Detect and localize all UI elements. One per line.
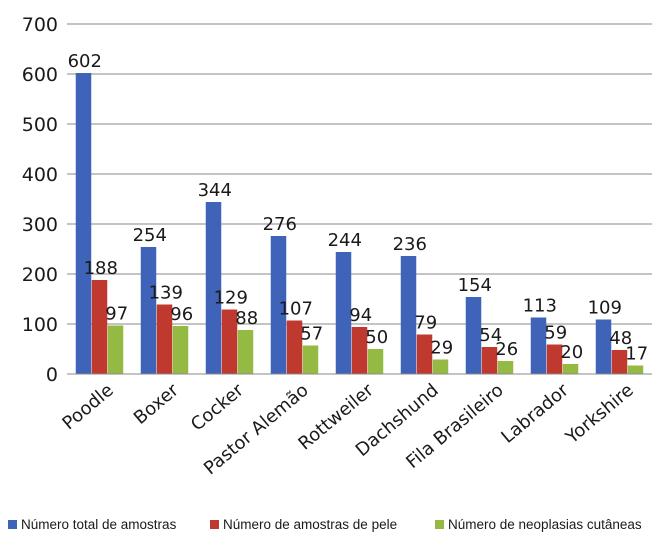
legend-swatch-neoplasias	[435, 520, 444, 529]
bar	[270, 236, 287, 374]
data-label: 96	[170, 304, 193, 325]
data-label: 236	[393, 234, 427, 255]
bars	[75, 73, 644, 374]
data-label: 50	[365, 327, 388, 348]
bar	[156, 304, 173, 374]
bar	[367, 349, 384, 374]
y-tick-labels: 0 100 200 300 400 500 600 700	[22, 14, 58, 386]
data-label: 17	[625, 344, 648, 365]
bar	[562, 364, 579, 374]
bar	[481, 347, 498, 374]
legend-swatch-total	[8, 520, 17, 529]
legend-item-pele: Número de amostras de pele	[210, 517, 397, 532]
y-tick-label: 600	[22, 64, 58, 86]
bar	[627, 365, 644, 374]
bar	[237, 330, 254, 374]
data-label: 129	[214, 288, 248, 309]
data-label: 88	[235, 308, 258, 329]
bar	[286, 320, 303, 374]
category-label: Yorkshire	[561, 380, 638, 449]
legend: Número total de amostras Número de amost…	[0, 514, 652, 537]
legend-item-total: Número total de amostras	[8, 517, 176, 532]
data-label: 20	[560, 342, 583, 363]
bar	[205, 202, 222, 374]
data-label: 244	[328, 230, 362, 251]
bar	[140, 247, 157, 374]
y-tick-label: 500	[22, 114, 58, 136]
y-tick-label: 100	[22, 314, 58, 336]
y-tick-label: 300	[22, 214, 58, 236]
bar	[595, 319, 612, 374]
data-label: 254	[133, 225, 167, 246]
legend-label-total: Número total de amostras	[21, 517, 177, 532]
category-label: Cocker	[187, 379, 248, 435]
data-label: 113	[523, 296, 557, 317]
data-label: 602	[68, 51, 102, 72]
bar	[75, 73, 92, 374]
data-label: 59	[544, 323, 567, 344]
data-label: 154	[458, 275, 492, 296]
legend-swatch-pele	[210, 520, 219, 529]
category-label: Boxer	[130, 379, 183, 428]
y-tick-label: 400	[22, 164, 58, 186]
bar	[302, 345, 319, 374]
bar	[400, 256, 417, 374]
data-label: 48	[609, 328, 632, 349]
data-label: 57	[300, 324, 323, 345]
bar	[465, 297, 482, 374]
bar	[546, 344, 563, 374]
category-label: Labrador	[497, 379, 573, 447]
data-label: 107	[279, 299, 313, 320]
data-label: 188	[84, 258, 118, 279]
y-tick-label: 200	[22, 264, 58, 286]
data-label: 54	[479, 325, 502, 346]
legend-label-neoplasias: Número de neoplasias cutâneas	[448, 517, 642, 532]
data-label: 344	[198, 180, 232, 201]
data-label: 26	[495, 339, 518, 360]
bar	[351, 327, 368, 374]
y-tick-label: 0	[46, 364, 58, 386]
bar	[416, 334, 433, 374]
data-label: 109	[588, 298, 622, 319]
y-tick-label: 700	[22, 14, 58, 36]
data-label: 276	[263, 214, 297, 235]
bar	[335, 252, 352, 374]
bar	[611, 350, 628, 374]
legend-label-pele: Número de amostras de pele	[223, 517, 398, 532]
bar	[497, 361, 514, 374]
bar	[107, 325, 124, 374]
bar	[530, 317, 547, 374]
data-label: 79	[414, 313, 437, 334]
data-label: 97	[105, 304, 128, 325]
data-label: 139	[149, 283, 183, 304]
category-label: Poodle	[58, 380, 117, 434]
bar	[432, 359, 449, 374]
gridlines	[67, 23, 652, 325]
legend-item-neoplasias: Número de neoplasias cutâneas	[435, 517, 642, 532]
bar	[221, 309, 238, 374]
data-label: 94	[349, 305, 372, 326]
data-label: 29	[430, 338, 453, 359]
bar	[91, 280, 108, 374]
bar	[172, 326, 189, 374]
